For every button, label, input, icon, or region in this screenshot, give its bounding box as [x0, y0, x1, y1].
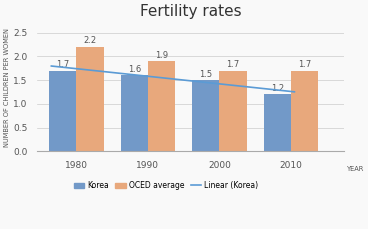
Bar: [192, 80, 219, 151]
Text: 1.7: 1.7: [56, 60, 70, 69]
Bar: [219, 71, 247, 151]
Text: 1.9: 1.9: [155, 51, 168, 60]
Text: 1.7: 1.7: [226, 60, 240, 69]
Bar: [121, 75, 148, 151]
Text: 1.5: 1.5: [199, 70, 212, 79]
Legend: Korea, OCED average, Linear (Korea): Korea, OCED average, Linear (Korea): [71, 178, 262, 193]
Text: YEAR: YEAR: [347, 166, 364, 172]
Text: 1.7: 1.7: [298, 60, 311, 69]
Text: 1.6: 1.6: [128, 65, 141, 74]
Bar: [291, 71, 318, 151]
Bar: [49, 71, 77, 151]
Bar: [264, 94, 291, 151]
Y-axis label: NUMBER OF CHILDREN PER WOMEN: NUMBER OF CHILDREN PER WOMEN: [4, 28, 10, 147]
Bar: [77, 47, 103, 151]
Text: 2.2: 2.2: [84, 36, 96, 45]
Title: Fertility rates: Fertility rates: [140, 4, 241, 19]
Text: 1.2: 1.2: [271, 84, 284, 93]
Bar: [148, 61, 175, 151]
